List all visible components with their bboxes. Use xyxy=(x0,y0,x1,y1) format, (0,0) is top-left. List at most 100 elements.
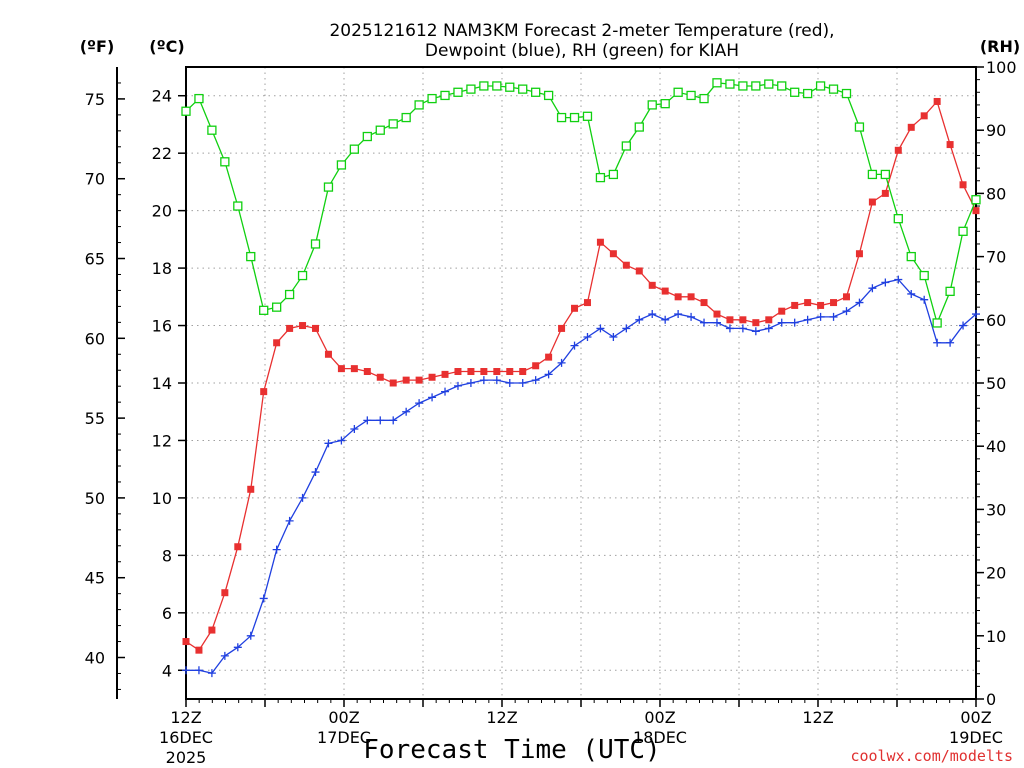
rh-tick-label: 30 xyxy=(986,500,1006,519)
rh-point xyxy=(841,88,852,99)
celsius-tick-label: 6 xyxy=(162,604,172,623)
dewpoint-point xyxy=(518,379,527,387)
dewpoint-point xyxy=(557,358,566,367)
dewpoint-point xyxy=(389,416,398,425)
dewpoint-point xyxy=(272,545,281,554)
rh-point xyxy=(595,172,606,183)
dewpoint-point xyxy=(777,318,786,327)
rh-point xyxy=(621,141,631,151)
rh-point xyxy=(207,125,217,135)
fahrenheit-tick-label: 60 xyxy=(85,329,105,348)
temperature-point xyxy=(881,189,889,197)
fahrenheit-tick-label: 50 xyxy=(85,489,105,508)
rh-point xyxy=(686,90,696,101)
temperature-point xyxy=(558,324,566,332)
dewpoint-point xyxy=(441,387,450,396)
temperature-point xyxy=(713,310,721,318)
fahrenheit-unit-label: (ºF) xyxy=(80,37,115,56)
temperature-point xyxy=(532,362,540,370)
temperature-point xyxy=(868,198,876,206)
rh-tick-label: 60 xyxy=(986,311,1006,330)
temperature-point xyxy=(467,368,475,376)
rh-point xyxy=(880,169,890,180)
temperature-point xyxy=(493,368,501,376)
rh-point xyxy=(440,90,450,101)
chart-title-line2: Dewpoint (blue), RH (green) for KIAH xyxy=(425,41,739,61)
dewpoint-point xyxy=(453,381,462,390)
rh-point xyxy=(971,195,981,205)
celsius-unit-label: (ºC) xyxy=(149,37,184,56)
rh-point xyxy=(479,81,489,91)
temperature-point xyxy=(855,250,863,258)
temperature-point xyxy=(609,250,617,258)
rh-point xyxy=(427,93,437,104)
dewpoint-point xyxy=(959,321,968,330)
rh-tick-label: 80 xyxy=(986,184,1006,203)
temperature-point xyxy=(661,287,669,295)
rh-point xyxy=(543,90,554,101)
dewpoint-point xyxy=(492,376,501,385)
temperature-point xyxy=(830,299,838,307)
credit-label: coolwx.com/modelts xyxy=(850,747,1013,765)
temperature-point xyxy=(402,376,410,384)
fahrenheit-tick-label: 55 xyxy=(85,409,105,428)
rh-tick-label: 0 xyxy=(986,690,996,709)
celsius-tick-label: 20 xyxy=(152,202,172,221)
temperature-point xyxy=(739,316,747,324)
temperature-point xyxy=(441,370,449,378)
fahrenheit-tick-label: 75 xyxy=(85,90,105,109)
temperature-point xyxy=(959,181,967,189)
series-layer xyxy=(181,78,981,678)
rh-tick-label: 100 xyxy=(986,58,1017,77)
rh-tick-label: 10 xyxy=(986,627,1006,646)
temperature-point xyxy=(312,324,320,332)
rh-point xyxy=(401,112,411,123)
dewpoint-point xyxy=(738,324,747,333)
dewpoint-point xyxy=(531,376,540,385)
dewpoint-point xyxy=(803,315,812,324)
rh-point xyxy=(725,79,735,89)
dewpoint-point xyxy=(725,324,734,333)
dewpoint-point xyxy=(376,416,385,425)
dewpoint-point xyxy=(661,315,670,324)
rh-series-line xyxy=(185,82,977,326)
rh-point xyxy=(712,78,722,88)
temperature-point xyxy=(907,123,915,131)
rh-point xyxy=(220,157,230,167)
rh-point xyxy=(375,125,385,135)
rh-point xyxy=(660,99,670,109)
dewpoint-point xyxy=(700,318,709,327)
temperature-point xyxy=(817,301,825,309)
rh-point xyxy=(699,93,709,104)
x-axis-label: Forecast Time (UTC) xyxy=(363,735,660,765)
celsius-tick-label: 10 xyxy=(152,489,172,508)
dewpoint-point xyxy=(596,324,605,333)
temperature-point xyxy=(221,589,229,597)
fahrenheit-tick-label: 40 xyxy=(85,649,105,668)
dewpoint-point xyxy=(894,275,903,284)
dewpoint-point xyxy=(868,284,877,293)
rh-point xyxy=(388,119,398,129)
temperature-point xyxy=(622,261,630,269)
rh-point xyxy=(531,87,541,97)
rh-point xyxy=(893,214,903,224)
celsius-tick-label: 12 xyxy=(152,431,172,450)
dewpoint-point xyxy=(790,318,799,327)
temperature-point xyxy=(324,350,332,358)
rh-point xyxy=(815,81,826,91)
dewpoint-point xyxy=(570,341,579,350)
dewpoint-point xyxy=(816,312,825,321)
x-tick-label: 12Z xyxy=(486,708,517,727)
fahrenheit-tick-label: 70 xyxy=(85,170,105,189)
dewpoint-point xyxy=(246,631,255,640)
dewpoint-series-line xyxy=(186,278,977,674)
rh-point xyxy=(958,226,968,236)
dewpoint-point xyxy=(687,312,696,321)
rh-point xyxy=(518,84,528,94)
rh-point xyxy=(414,100,424,110)
rh-point xyxy=(569,112,580,123)
dewpoint-point xyxy=(751,327,760,336)
temperature-point xyxy=(480,368,488,376)
temperature-point xyxy=(286,324,294,332)
rh-point xyxy=(751,81,761,91)
